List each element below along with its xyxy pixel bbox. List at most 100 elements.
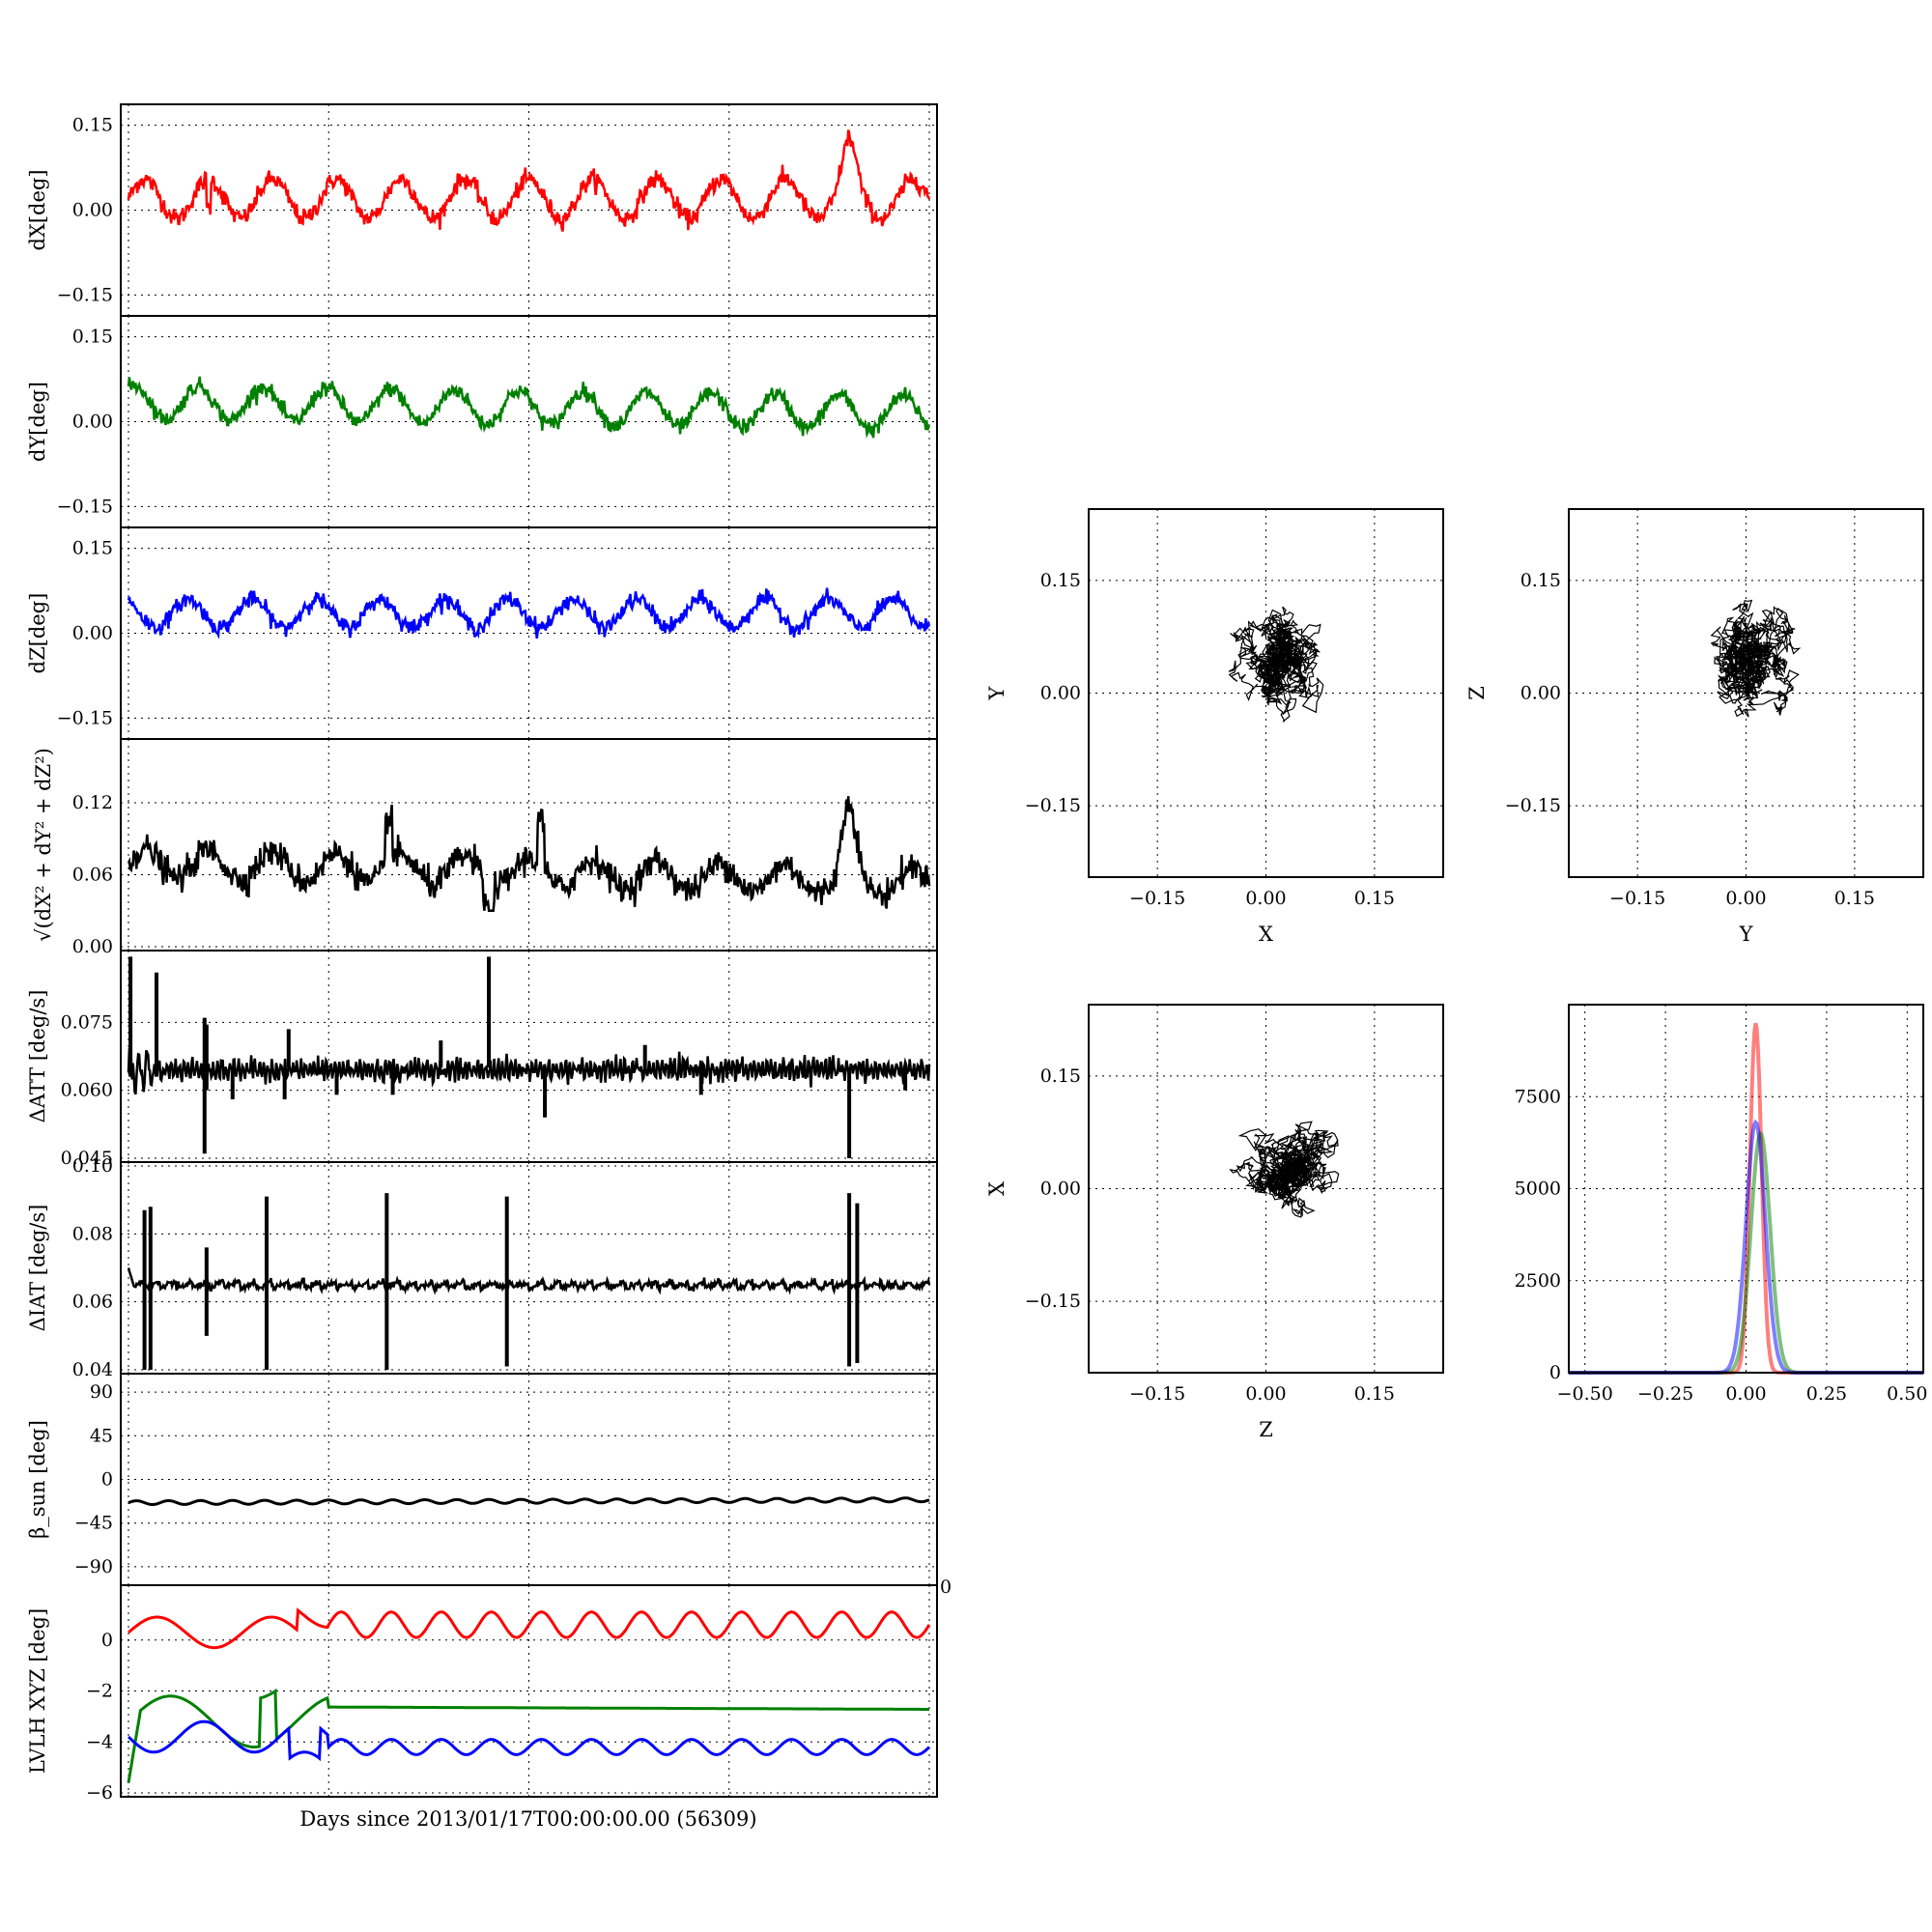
panel-dx: 0.15 0.00 −0.15 dX[deg] <box>26 103 938 317</box>
ylabel: ΔIAT [deg/s] <box>26 1205 49 1332</box>
ytick-label: 0.15 <box>72 327 113 348</box>
ytick-label: −6 <box>86 1782 113 1804</box>
ytick-label: 90 <box>90 1381 113 1403</box>
series-line <box>128 1496 930 1506</box>
ytick-label: 0.04 <box>72 1359 113 1380</box>
scatter-trace <box>1710 599 1802 718</box>
scatter-yz: −0.15 0.15 0.00 0.00 0.15 −0.15 Y Z <box>1465 508 1924 946</box>
xtick-label: 0.00 <box>1245 888 1286 909</box>
ytick-label: 0.00 <box>1520 683 1561 704</box>
histogram-line <box>1569 1119 1923 1375</box>
ytick-label: −0.15 <box>1025 795 1081 816</box>
ytick-label: 0.00 <box>72 936 113 957</box>
ytick-label: 45 <box>90 1425 113 1446</box>
ytick-label: −0.15 <box>57 707 113 728</box>
histogram-panel: −0.50 −0.25 0.00 0.25 0.50 7500 5000 2500 0 <box>1515 1004 1927 1405</box>
ytick-label: 5000 <box>1515 1179 1561 1200</box>
scatter-trace <box>1229 1121 1340 1218</box>
ytick-label: 0 <box>1549 1362 1561 1383</box>
panel-dy: 0.15 0.00 −0.15 dY[deg] <box>26 315 938 528</box>
xtick-label: 0.15 <box>1834 888 1875 909</box>
scatter-zx: −0.15 0.15 0.00 0.00 0.15 −0.15 Z X <box>985 1004 1444 1441</box>
xtick-label: −0.50 <box>1557 1383 1613 1405</box>
xtick-label: 0.00 <box>1725 888 1766 909</box>
xtick-label: −0.25 <box>1637 1383 1693 1405</box>
ytick-label: 0.08 <box>72 1223 113 1244</box>
panel-lvlh: 0 −2 −4 −6 LVLH XYZ [deg] <box>26 1584 938 1804</box>
ylabel: dY[deg] <box>26 382 49 462</box>
ytick-label: 0.00 <box>1040 1179 1081 1200</box>
ytick-label: −2 <box>86 1681 113 1702</box>
ylabel: β_sun [deg] <box>26 1420 49 1539</box>
xtick-label: 0.00 <box>1245 1383 1286 1405</box>
ylabel: dX[deg] <box>26 169 49 250</box>
panel-diat: 0.10 0.08 0.06 0.04 ΔIAT [deg/s] <box>26 1155 938 1380</box>
xtick-label: 0.25 <box>1806 1383 1847 1405</box>
series-line <box>127 1688 929 1783</box>
ytick-label: −0.15 <box>57 284 113 305</box>
ytick-label: −4 <box>86 1731 113 1752</box>
ylabel: ΔATT [deg/s] <box>26 990 49 1123</box>
ytick-label: −90 <box>74 1556 113 1577</box>
scatter-panels: −0.15 0.15 0.00 0.00 0.15 −0.15 X Y −0.15 0.15 0.0… <box>985 508 1924 1441</box>
series-line <box>127 1267 931 1295</box>
xtick-label: −0.15 <box>1609 888 1665 909</box>
xtick-label: 0.15 <box>1354 1383 1395 1405</box>
ytick-label: 0.15 <box>1040 1065 1081 1087</box>
ylabel: √(dX² + dY² + dZ²) <box>32 748 55 942</box>
ytick-label: 0.06 <box>72 1292 113 1313</box>
scatter-ylabel: Y <box>985 685 1009 700</box>
series-line <box>127 129 931 232</box>
panel-frame <box>120 738 938 952</box>
ytick-label: 0.075 <box>61 1011 113 1033</box>
panel-frame <box>1568 1004 1924 1374</box>
ytick-label: 0.06 <box>72 865 113 886</box>
ytick-label: 7500 <box>1515 1086 1561 1107</box>
overflow-tick: 0 <box>940 1577 952 1598</box>
panel-norm: 0.12 0.06 0.00 √(dX² + dY² + dZ²) <box>32 738 938 957</box>
xtick-label: 0.00 <box>1725 1383 1766 1405</box>
ytick-label: 0.00 <box>72 623 113 644</box>
series-line <box>127 587 931 639</box>
panel-frame <box>120 950 938 1163</box>
xtick-label: −0.15 <box>1129 1383 1185 1405</box>
xtick-label: 0.50 <box>1887 1383 1927 1405</box>
series-line <box>127 1719 931 1762</box>
ytick-label: 0.15 <box>1040 570 1081 591</box>
panel-frame <box>1088 508 1444 878</box>
ytick-label: 0.00 <box>72 412 113 433</box>
ytick-label: 0.15 <box>72 538 113 559</box>
scatter-trace <box>1228 606 1324 723</box>
ytick-label: 0.15 <box>1520 570 1561 591</box>
ytick-label: −0.15 <box>1025 1291 1081 1312</box>
ytick-label: −0.15 <box>57 496 113 517</box>
ytick-label: 2500 <box>1515 1270 1561 1292</box>
ytick-label: 0.12 <box>72 792 113 813</box>
ytick-label: 0.10 <box>72 1155 113 1177</box>
ytick-label: 0.00 <box>72 200 113 221</box>
ylabel: dZ[deg] <box>26 593 49 674</box>
series-line <box>127 376 931 439</box>
xtick-label: −0.15 <box>1129 888 1185 909</box>
ytick-label: 0 <box>101 1630 113 1651</box>
scatter-ylabel: X <box>985 1181 1009 1196</box>
panel-beta: 90 45 0 −45 −90 β_sun [deg] <box>26 1373 938 1586</box>
ytick-label: 0.15 <box>72 115 113 136</box>
ytick-label: −45 <box>74 1513 113 1534</box>
scatter-xlabel: X <box>1259 923 1273 946</box>
panel-frame <box>1568 508 1924 878</box>
series-line <box>127 796 931 913</box>
panel-datt: 0.075 0.060 0.045 ΔATT [deg/s] <box>26 950 938 1169</box>
timeseries-panels: 0.15 0.00 −0.15 dX[deg] 0.15 0.00 −0.15 dY[deg]… <box>26 103 952 1804</box>
timeseries-xlabel: Days since 2013/01/17T00:00:00.00 (56309… <box>299 1807 756 1831</box>
ytick-label: 0.060 <box>61 1080 113 1101</box>
ytick-label: 0 <box>101 1469 113 1491</box>
ylabel: LVLH XYZ [deg] <box>26 1608 49 1774</box>
panel-dz: 0.15 0.00 −0.15 dZ[deg] <box>26 526 938 740</box>
panel-frame <box>120 1161 938 1375</box>
scatter-xlabel: Y <box>1739 923 1754 946</box>
panel-frame <box>1088 1004 1444 1374</box>
ytick-label: 0.00 <box>1040 683 1081 704</box>
xtick-label: 0.15 <box>1354 888 1395 909</box>
